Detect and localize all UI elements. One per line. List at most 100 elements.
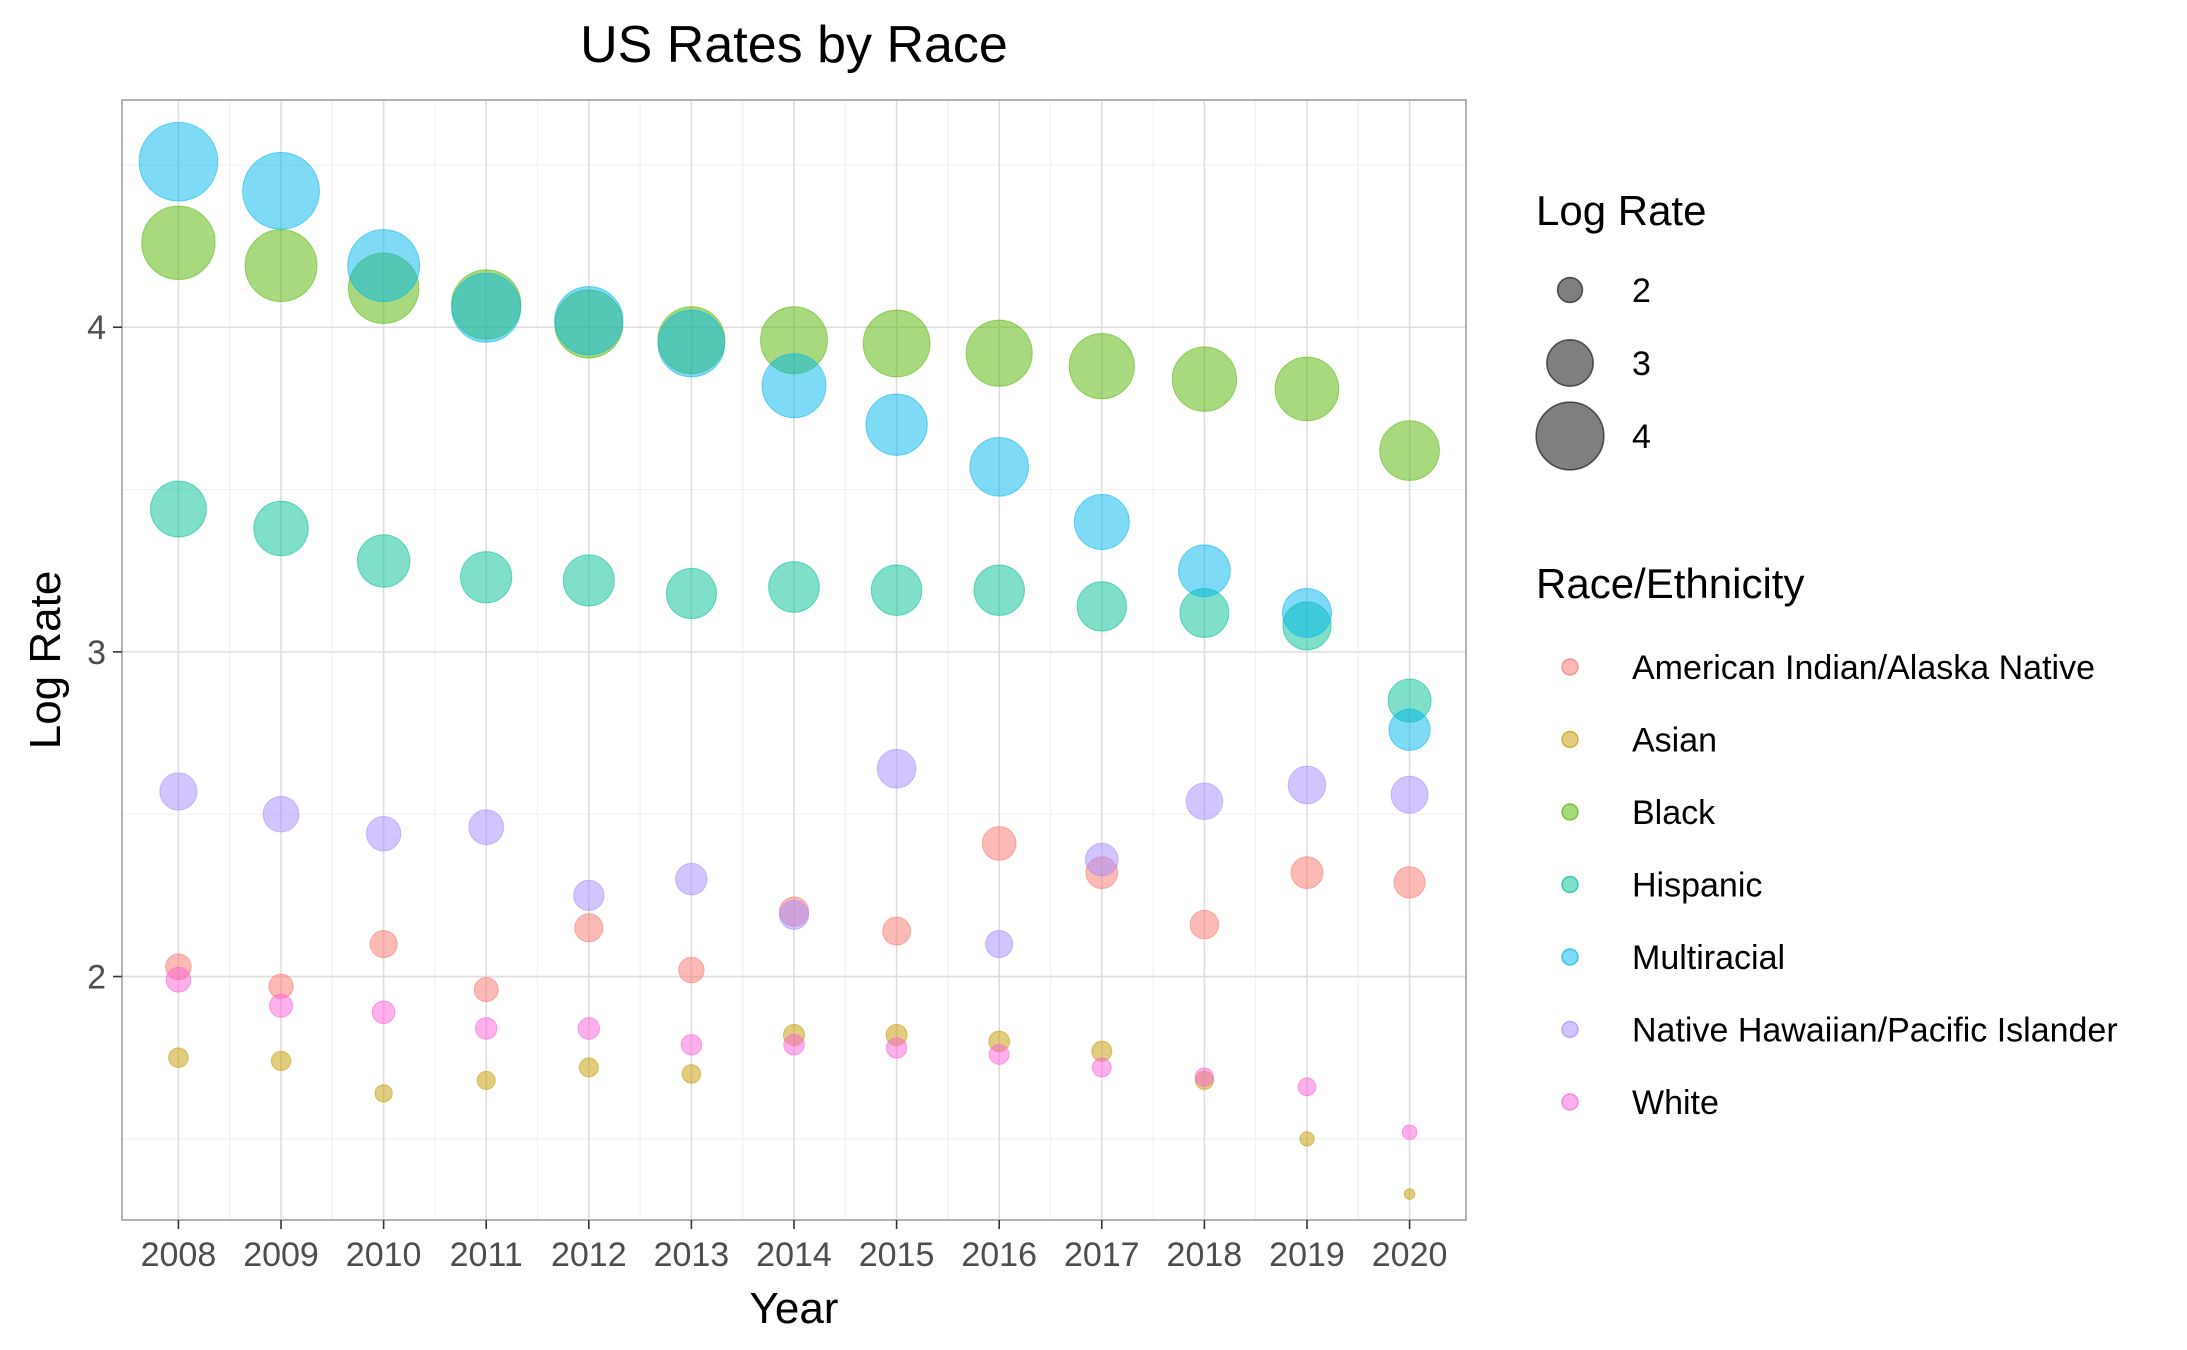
- data-point: [562, 554, 615, 607]
- data-point: [761, 353, 827, 419]
- data-point: [268, 993, 294, 1018]
- series-5: [159, 748, 1429, 959]
- data-point: [374, 1084, 393, 1103]
- data-point: [150, 480, 207, 538]
- data-point: [253, 500, 309, 557]
- data-point: [862, 309, 931, 378]
- data-point: [1287, 765, 1327, 805]
- data-point: [476, 1070, 496, 1090]
- plot-panel: [121, 99, 1467, 1221]
- color-legend-key: [1561, 658, 1579, 676]
- data-point: [783, 1033, 805, 1056]
- y-tick-label: 3: [87, 634, 106, 672]
- y-tick-label: 2: [87, 959, 106, 997]
- data-point: [1178, 544, 1231, 598]
- data-point: [1076, 581, 1127, 632]
- color-legend-key: [1561, 948, 1579, 966]
- size-legend-label: 3: [1632, 345, 1651, 383]
- data-point: [778, 899, 810, 930]
- chart-title: US Rates by Race: [580, 16, 1008, 74]
- color-legend-key: [1561, 1020, 1579, 1039]
- x-tick-label: 2016: [961, 1236, 1037, 1274]
- data-point: [1403, 1188, 1416, 1200]
- data-point: [270, 1050, 292, 1072]
- data-point: [675, 862, 708, 896]
- color-legend: Race/Ethnicity American Indian/Alaska Na…: [1536, 560, 2118, 1122]
- data-point: [973, 564, 1025, 616]
- data-point: [681, 1064, 702, 1084]
- x-tick-label: 2008: [141, 1236, 217, 1274]
- data-point: [1282, 587, 1332, 638]
- data-point: [365, 815, 402, 852]
- x-tick-label: 2017: [1064, 1236, 1140, 1274]
- data-point: [577, 1017, 601, 1040]
- data-point: [1388, 708, 1431, 751]
- data-point: [451, 272, 522, 343]
- color-legend-label: Black: [1632, 794, 1716, 832]
- color-legend-label: American Indian/Alaska Native: [1632, 649, 2095, 687]
- color-legend-key: [1561, 803, 1579, 821]
- data-point: [371, 1000, 396, 1025]
- data-point: [168, 1047, 189, 1068]
- x-tick-label: 2011: [450, 1236, 523, 1274]
- size-legend-title: Log Rate: [1536, 187, 1706, 234]
- data-points: [138, 121, 1440, 1200]
- data-point: [244, 229, 318, 302]
- color-legend-key: [1561, 1093, 1579, 1111]
- size-legend-key: [1556, 276, 1584, 304]
- data-point: [1401, 1124, 1418, 1141]
- x-axis-ticks: 2008 2009 2010 2011 2012 2013 2014 2015 2016 2017…: [141, 1220, 1448, 1274]
- series-3: [150, 480, 1432, 723]
- series-6: [165, 966, 1418, 1141]
- data-point: [356, 534, 411, 588]
- data-point: [460, 551, 513, 604]
- series-4: [138, 121, 1431, 751]
- size-legend-key: [1535, 401, 1605, 471]
- data-point: [474, 1017, 498, 1040]
- data-point: [578, 1057, 599, 1078]
- color-legend-key: [1561, 730, 1579, 749]
- data-point: [965, 319, 1033, 387]
- x-tick-label: 2015: [859, 1236, 935, 1274]
- x-tick-label: 2010: [346, 1236, 422, 1274]
- size-legend-label: 2: [1632, 272, 1651, 310]
- data-point: [988, 1044, 1010, 1065]
- data-point: [969, 437, 1029, 497]
- x-tick-label: 2020: [1372, 1236, 1448, 1274]
- x-tick-label: 2019: [1269, 1236, 1345, 1274]
- data-point: [1068, 333, 1135, 400]
- data-point: [347, 229, 421, 302]
- data-point: [1299, 1131, 1315, 1147]
- data-point: [678, 956, 705, 984]
- data-point: [1084, 842, 1119, 877]
- data-point: [1171, 346, 1238, 412]
- data-point: [885, 1037, 908, 1059]
- color-legend-label: Multiracial: [1632, 939, 1785, 977]
- data-point: [985, 929, 1014, 959]
- size-legend-key: [1546, 339, 1594, 387]
- x-tick-label: 2013: [654, 1236, 730, 1274]
- data-point: [242, 152, 320, 230]
- data-point: [1091, 1057, 1112, 1078]
- data-point: [680, 1033, 703, 1056]
- data-point: [1073, 494, 1130, 550]
- data-point: [1290, 856, 1324, 890]
- color-legend-label: Hispanic: [1632, 867, 1762, 905]
- data-point: [1189, 909, 1220, 940]
- data-point: [768, 561, 820, 613]
- data-point: [1297, 1077, 1317, 1097]
- y-axis-ticks: 2 3 4: [87, 309, 122, 997]
- color-legend-label: White: [1632, 1084, 1719, 1122]
- size-legend: Log Rate 2 3 4: [1535, 187, 1706, 471]
- color-legend-label: Native Hawaiian/Pacific Islander: [1632, 1012, 2118, 1050]
- data-point: [554, 286, 624, 356]
- data-point: [1390, 775, 1429, 814]
- data-point: [981, 826, 1017, 861]
- x-tick-label: 2009: [243, 1236, 319, 1274]
- data-point: [665, 567, 718, 620]
- data-point: [141, 205, 216, 281]
- x-tick-label: 2012: [551, 1236, 627, 1274]
- data-point: [165, 966, 192, 993]
- data-point: [1194, 1067, 1215, 1087]
